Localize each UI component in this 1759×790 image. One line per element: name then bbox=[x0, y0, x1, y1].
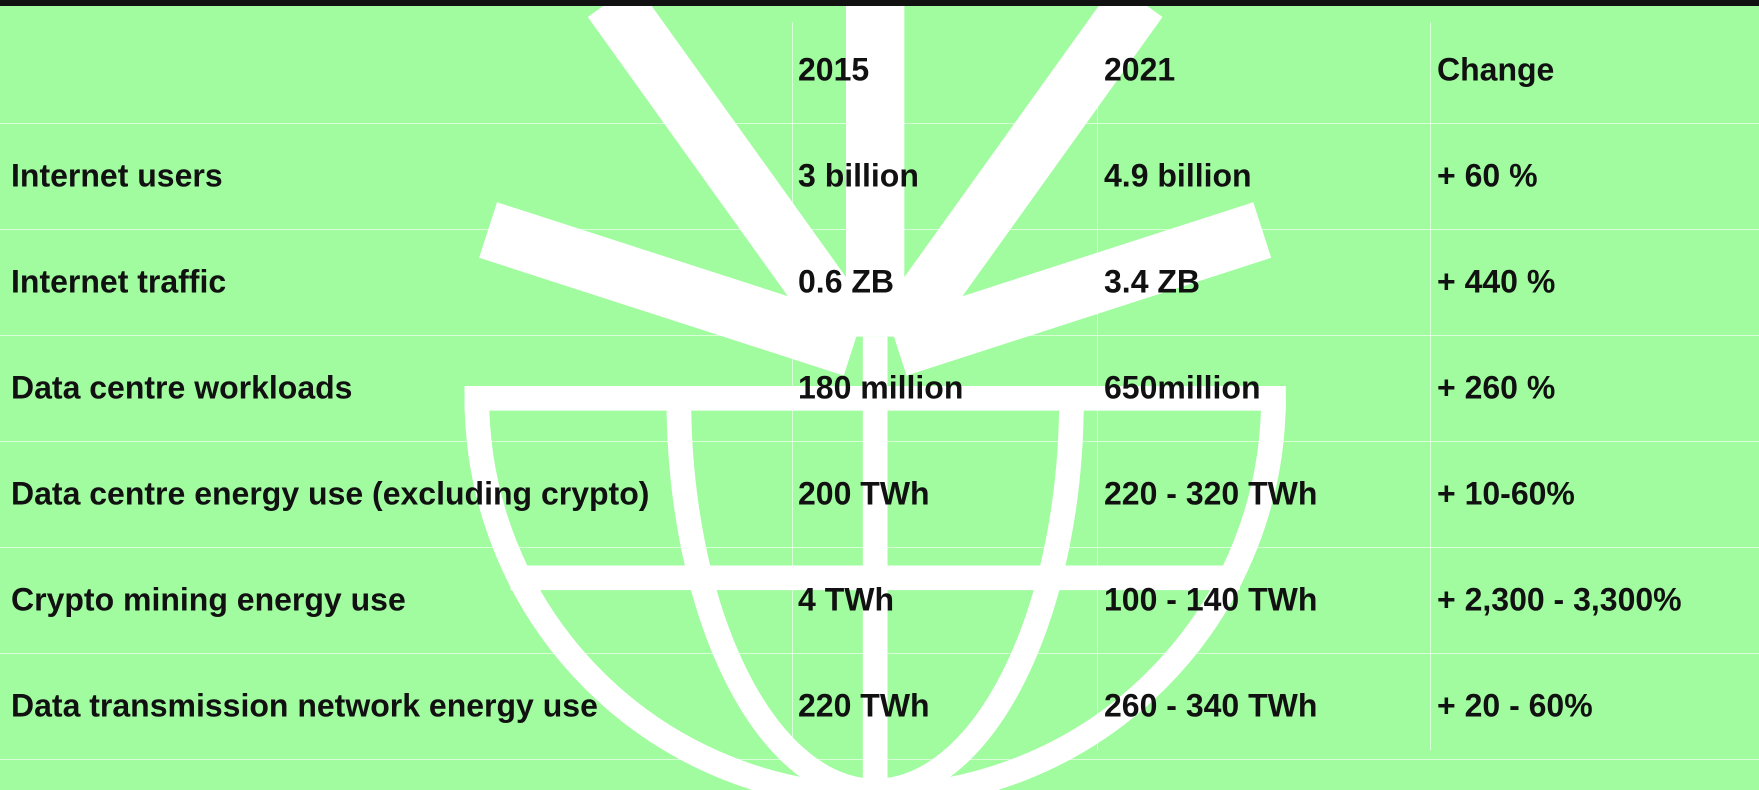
row-divider bbox=[0, 653, 1759, 654]
table-cell: + 440 % bbox=[1437, 263, 1556, 300]
table-cell: 3 billion bbox=[798, 157, 919, 194]
header-cell: Change bbox=[1437, 51, 1555, 88]
table-cell: 0.6 ZB bbox=[798, 263, 895, 300]
table-cell: 260 - 340 TWh bbox=[1104, 687, 1318, 724]
row-divider bbox=[0, 123, 1759, 124]
table-cell: + 60 % bbox=[1437, 157, 1538, 194]
table-cell: + 20 - 60% bbox=[1437, 687, 1593, 724]
row-divider bbox=[0, 335, 1759, 336]
table-cell: Data centre energy use (excluding crypto… bbox=[11, 475, 650, 512]
table-cell: Data transmission network energy use bbox=[11, 687, 598, 724]
column-divider bbox=[1430, 22, 1431, 750]
table-cell: 200 TWh bbox=[798, 475, 930, 512]
table-cell: 180 million bbox=[798, 369, 964, 406]
row-divider bbox=[0, 229, 1759, 230]
table-cell: 220 TWh bbox=[798, 687, 930, 724]
column-divider bbox=[1097, 22, 1098, 750]
table-cell: + 10-60% bbox=[1437, 475, 1575, 512]
table-cell: Internet traffic bbox=[11, 263, 227, 300]
table-cell: 650million bbox=[1104, 369, 1261, 406]
table-cell: Internet users bbox=[11, 157, 223, 194]
row-divider bbox=[0, 759, 1759, 760]
table-cell: 100 - 140 TWh bbox=[1104, 581, 1318, 618]
table-cell: 3.4 ZB bbox=[1104, 263, 1201, 300]
row-divider bbox=[0, 441, 1759, 442]
table-cell: + 260 % bbox=[1437, 369, 1556, 406]
table-cell: Data centre workloads bbox=[11, 369, 353, 406]
top-rule bbox=[0, 0, 1759, 6]
column-divider bbox=[792, 22, 793, 750]
header-cell: 2021 bbox=[1104, 51, 1176, 88]
table-cell: + 2,300 - 3,300% bbox=[1437, 581, 1682, 618]
table-cell: 220 - 320 TWh bbox=[1104, 475, 1318, 512]
table-cell: 4.9 billion bbox=[1104, 157, 1252, 194]
table-cell: Crypto mining energy use bbox=[11, 581, 406, 618]
header-cell: 2015 bbox=[798, 51, 870, 88]
row-divider bbox=[0, 547, 1759, 548]
table-cell: 4 TWh bbox=[798, 581, 894, 618]
